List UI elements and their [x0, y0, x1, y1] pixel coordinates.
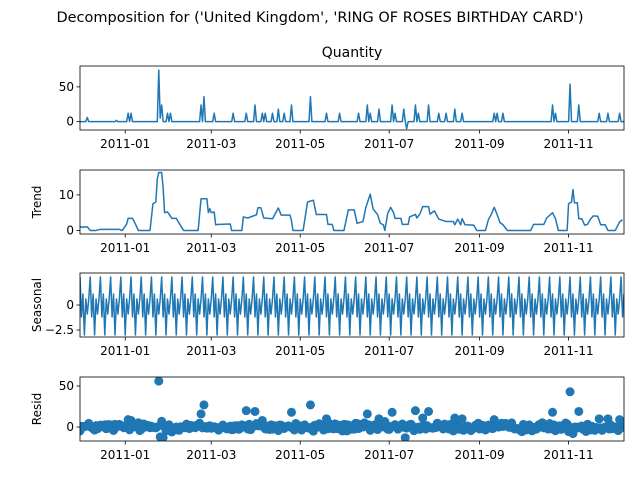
resid-point [126, 415, 136, 425]
resid-axes-frame [79, 376, 625, 442]
seasonal-plot-area [80, 276, 624, 336]
trend-x-tick-label: 2011-11 [544, 241, 594, 255]
resid-x-tick-label: 2011-03 [186, 448, 236, 462]
resid-point [548, 407, 558, 417]
trend-x-tick-label: 2011-03 [186, 241, 236, 255]
resid-point [400, 433, 410, 441]
resid-x-tick-label: 2011-07 [364, 448, 414, 462]
trend-x-tick-label: 2011-05 [275, 241, 325, 255]
resid-point [196, 409, 206, 419]
resid-point [568, 429, 578, 439]
quantity-y-tick-label: 50 [59, 80, 74, 94]
resid-y-label: Resid [30, 393, 44, 425]
seasonal-y-tick-label: 0 [66, 298, 74, 312]
resid-point [418, 413, 428, 423]
trend-y-tick-label: 0 [66, 223, 74, 237]
trend-x-tick-label: 2011-07 [364, 241, 414, 255]
resid-point [250, 406, 260, 416]
resid-x-tick-label: 2011-11 [544, 448, 594, 462]
resid-point [387, 407, 397, 417]
resid-point [565, 387, 575, 397]
trend-axes-frame [79, 169, 625, 235]
trend-x-tick-label: 2011-01 [100, 241, 150, 255]
resid-point [615, 415, 624, 425]
resid-plot-area [80, 377, 624, 441]
trend-y-label: Trend [30, 186, 44, 220]
quantity-title: Quantity [322, 45, 383, 61]
quantity-plot-area [80, 69, 624, 130]
resid-point [410, 406, 420, 416]
resid-point [199, 400, 209, 410]
panel-seasonal: −2.5 0 2011-01 2011-03 2011-05 2011-07 2011-09… [30, 272, 625, 358]
resid-point [489, 415, 499, 425]
resid-point [321, 414, 331, 424]
quantity-x-tick-label: 2011-09 [455, 137, 505, 151]
panel-quantity: 0 50 2011-01 2011-03 2011-05 2011-07 2011-09 20… [59, 45, 625, 151]
resid-point [241, 406, 251, 416]
resid-point [257, 415, 267, 425]
quantity-x-tick-label: 2011-01 [100, 137, 150, 151]
resid-y-tick-label: 50 [59, 379, 74, 393]
seasonal-x-tick-label: 2011-01 [100, 344, 150, 358]
resid-point [619, 422, 624, 432]
resid-point [157, 416, 167, 426]
resid-point [362, 409, 372, 419]
resid-x-tick-label: 2011-05 [275, 448, 325, 462]
seasonal-y-label: Seasonal [30, 278, 44, 332]
seasonal-series-line [80, 276, 624, 336]
resid-y-tick-label: 0 [66, 420, 74, 434]
quantity-x-tick-label: 2011-07 [364, 137, 414, 151]
resid-point [286, 407, 296, 417]
seasonal-x-tick-label: 2011-03 [186, 344, 236, 358]
seasonal-y-tick-label: −2.5 [45, 323, 74, 337]
resid-point [424, 406, 434, 416]
resid-x-tick-label: 2011-01 [100, 448, 150, 462]
quantity-x-tick-label: 2011-11 [544, 137, 594, 151]
quantity-series-line [80, 69, 624, 130]
resid-point [308, 426, 318, 436]
resid-x-tick-label: 2011-09 [455, 448, 505, 462]
trend-y-tick-label: 10 [59, 188, 74, 202]
seasonal-x-tick-label: 2011-09 [455, 344, 505, 358]
seasonal-x-tick-label: 2011-05 [275, 344, 325, 358]
figure-suptitle: Decomposition for ('United Kingdom', 'RI… [56, 10, 583, 26]
resid-point [305, 400, 315, 410]
seasonal-x-tick-label: 2011-07 [364, 344, 414, 358]
resid-point [594, 414, 604, 424]
trend-series-line [80, 171, 623, 232]
resid-point [374, 414, 384, 424]
resid-point [158, 433, 168, 441]
resid-point [603, 414, 613, 424]
trend-plot-area [80, 171, 623, 232]
quantity-x-tick-label: 2011-03 [186, 137, 236, 151]
resid-point [457, 414, 467, 424]
panel-resid: 0 50 2011-01 2011-03 2011-05 2011-07 2011-09 20… [30, 376, 625, 462]
resid-point [450, 413, 460, 423]
quantity-y-tick-label: 0 [66, 115, 74, 129]
panel-trend: 0 10 2011-01 2011-03 2011-05 2011-07 2011-09 20… [30, 169, 625, 255]
trend-x-tick-label: 2011-09 [455, 241, 505, 255]
resid-point [154, 377, 164, 386]
resid-point [365, 425, 375, 435]
resid-point [574, 406, 584, 416]
seasonal-x-tick-label: 2011-11 [544, 344, 594, 358]
quantity-x-tick-label: 2011-05 [275, 137, 325, 151]
quantity-axes-frame [79, 65, 625, 131]
